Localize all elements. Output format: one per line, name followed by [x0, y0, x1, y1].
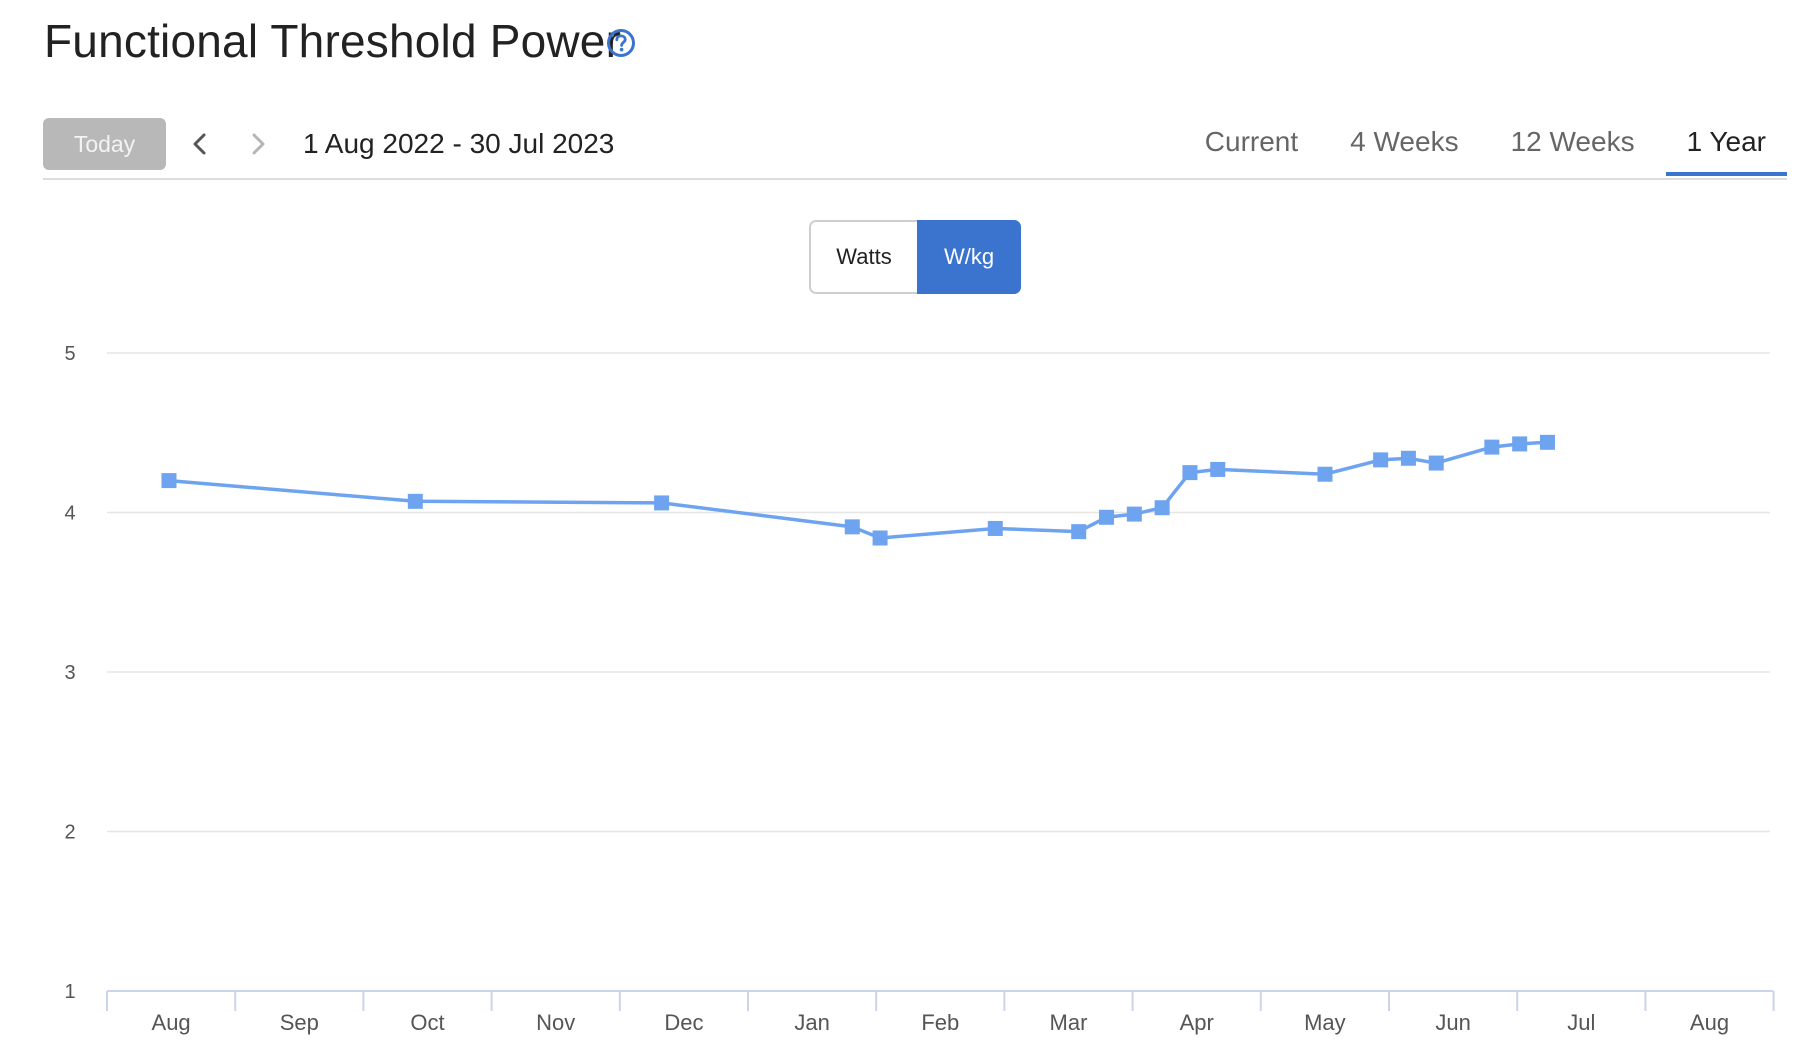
x-tick-label: Jul	[1567, 1010, 1595, 1035]
y-tick-label: 5	[64, 343, 75, 365]
data-point	[1126, 506, 1142, 522]
x-tick-label: Aug	[1690, 1010, 1729, 1035]
data-point	[1071, 524, 1087, 540]
y-tick-label: 1	[64, 981, 75, 1003]
chevron-left-icon[interactable]	[185, 128, 215, 160]
x-tick-label: Sep	[280, 1010, 319, 1035]
tab-12-weeks[interactable]: 12 Weeks	[1510, 126, 1635, 157]
data-point	[1373, 452, 1389, 468]
data-point	[1154, 500, 1170, 516]
tab-current[interactable]: Current	[1204, 126, 1299, 157]
question-circle-icon[interactable]	[606, 28, 636, 58]
data-point	[987, 520, 1003, 536]
toolbar-divider	[43, 178, 1787, 180]
data-point	[1210, 461, 1226, 477]
x-tick-label: Aug	[152, 1010, 191, 1035]
x-tick-label: Feb	[921, 1010, 959, 1035]
y-tick-label: 4	[64, 503, 75, 525]
wkg-button[interactable]: W/kg	[917, 220, 1021, 294]
date-toolbar: Today 1 Aug 2022 - 30 Jul 2023 Current 4…	[43, 118, 1787, 180]
y-tick-label: 2	[64, 822, 75, 844]
y-tick-label: 3	[64, 662, 75, 684]
data-point	[872, 530, 888, 546]
x-tick-label: May	[1304, 1010, 1346, 1035]
x-tick-label: Mar	[1050, 1010, 1088, 1035]
range-tabs: Current 4 Weeks 12 Weeks 1 Year	[1174, 118, 1787, 180]
x-tick-label: Jan	[794, 1010, 829, 1035]
data-point	[407, 493, 423, 509]
data-point	[1512, 436, 1528, 452]
data-point	[1400, 450, 1416, 466]
data-point	[1484, 439, 1500, 455]
data-point	[1317, 466, 1333, 482]
data-point	[844, 519, 860, 535]
x-tick-label: Apr	[1180, 1010, 1214, 1035]
data-point	[1539, 434, 1555, 450]
date-range-label: 1 Aug 2022 - 30 Jul 2023	[303, 128, 615, 159]
data-point	[161, 473, 177, 489]
data-point	[1428, 455, 1444, 471]
data-point	[1099, 509, 1115, 525]
x-tick-label: Oct	[410, 1010, 444, 1035]
unit-toggle: Watts W/kg	[809, 220, 1021, 294]
page-title: Functional Threshold Power	[44, 15, 622, 67]
x-tick-label: Nov	[536, 1010, 575, 1035]
chevron-right-icon[interactable]	[243, 128, 273, 160]
today-button[interactable]: Today	[43, 118, 166, 170]
data-point	[1182, 465, 1198, 481]
data-point	[654, 495, 670, 511]
watts-button[interactable]: Watts	[809, 220, 917, 294]
tab-4-weeks[interactable]: 4 Weeks	[1350, 126, 1459, 157]
x-tick-label: Dec	[664, 1010, 703, 1035]
tab-1-year[interactable]: 1 Year	[1665, 118, 1787, 176]
x-tick-label: Jun	[1435, 1010, 1470, 1035]
